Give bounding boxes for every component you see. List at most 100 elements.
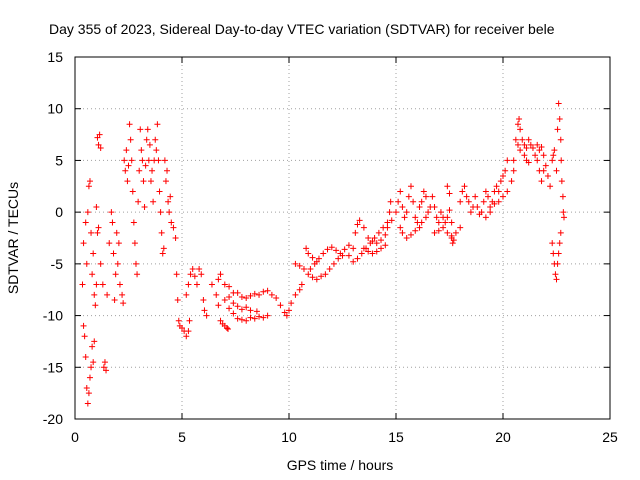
data-point	[111, 297, 118, 304]
data-point	[292, 291, 299, 298]
data-point	[556, 116, 563, 123]
y-tick-label: -20	[43, 411, 63, 427]
data-point	[373, 240, 380, 247]
data-point	[549, 240, 556, 247]
data-point	[127, 136, 134, 143]
data-point	[536, 147, 543, 154]
data-point	[96, 131, 103, 138]
data-point	[407, 183, 414, 190]
data-point	[341, 246, 348, 253]
data-point	[213, 291, 220, 298]
data-point	[555, 100, 562, 107]
data-point	[217, 317, 224, 324]
data-point	[135, 198, 142, 205]
data-point	[465, 198, 472, 205]
data-point	[463, 193, 470, 200]
data-point	[514, 141, 521, 148]
data-point	[517, 126, 524, 133]
data-point	[384, 224, 391, 231]
data-point	[251, 290, 258, 297]
data-point	[313, 276, 320, 283]
x-tick-label: 0	[71, 429, 79, 445]
data-point	[517, 147, 524, 154]
data-point	[560, 209, 567, 216]
data-point	[534, 157, 541, 164]
data-point	[467, 209, 474, 216]
x-axis-label: GPS time / hours	[287, 457, 394, 473]
data-point	[230, 300, 237, 307]
data-point	[345, 252, 352, 259]
x-tick-label: 20	[495, 429, 511, 445]
data-point	[365, 235, 372, 241]
data-point	[183, 291, 190, 298]
data-point	[457, 198, 464, 205]
data-point	[89, 343, 96, 350]
data-point	[358, 250, 365, 257]
data-point	[425, 209, 432, 216]
data-point	[544, 172, 551, 179]
data-point	[523, 145, 530, 152]
data-point	[166, 209, 173, 216]
data-point	[160, 245, 167, 252]
data-point	[141, 203, 148, 210]
data-point	[247, 307, 254, 314]
data-point	[99, 281, 106, 288]
data-point	[558, 157, 565, 164]
data-point	[403, 209, 410, 216]
data-point	[422, 193, 429, 200]
data-point	[326, 266, 333, 273]
data-point	[450, 237, 457, 244]
data-point	[401, 214, 408, 221]
data-point	[397, 188, 404, 195]
data-point	[243, 317, 250, 324]
plot-frame	[74, 56, 611, 420]
data-point	[431, 203, 438, 210]
data-point	[260, 288, 267, 295]
data-point	[354, 221, 361, 228]
data-point	[215, 276, 222, 283]
data-point	[508, 178, 515, 185]
y-tick-label: -15	[43, 359, 63, 375]
data-point	[448, 219, 455, 226]
data-point	[521, 152, 528, 159]
data-point	[303, 245, 310, 252]
data-point	[145, 157, 152, 164]
data-point	[444, 229, 451, 236]
data-point	[223, 324, 230, 331]
x-tick-label: 25	[602, 429, 618, 445]
data-point	[277, 302, 284, 309]
data-point	[328, 244, 335, 251]
data-point	[157, 209, 164, 216]
data-point	[553, 276, 560, 283]
data-point	[191, 273, 198, 280]
data-point	[208, 281, 215, 288]
data-point	[497, 178, 504, 185]
data-point	[371, 235, 378, 241]
data-point	[472, 193, 479, 200]
data-point	[183, 333, 190, 340]
data-point	[162, 178, 169, 185]
data-point	[116, 281, 123, 288]
data-point	[256, 291, 263, 298]
y-tick-label: 5	[55, 152, 63, 168]
data-point	[286, 307, 292, 314]
data-point	[558, 178, 565, 185]
data-point	[350, 258, 357, 265]
data-point	[547, 183, 554, 190]
y-tick-label: -10	[43, 308, 63, 324]
data-point	[435, 219, 442, 226]
data-point	[407, 231, 414, 238]
data-point	[264, 287, 271, 294]
data-point	[393, 209, 399, 216]
data-point	[313, 258, 320, 265]
data-point	[288, 300, 295, 307]
data-point	[243, 304, 250, 311]
data-point	[512, 136, 519, 143]
data-point	[373, 248, 380, 255]
data-point	[551, 147, 558, 154]
data-point	[444, 214, 451, 221]
data-point	[201, 307, 208, 314]
data-point	[420, 188, 427, 195]
data-point	[128, 157, 135, 164]
data-point	[418, 198, 425, 205]
